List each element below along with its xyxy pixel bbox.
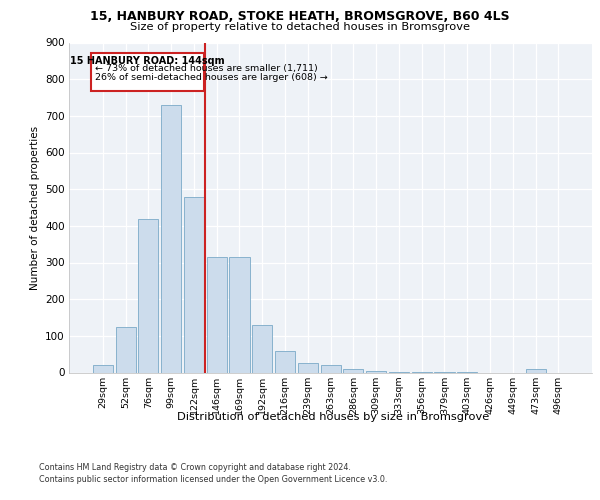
Bar xyxy=(206,257,227,372)
Text: 15, HANBURY ROAD, STOKE HEATH, BROMSGROVE, B60 4LS: 15, HANBURY ROAD, STOKE HEATH, BROMSGROV… xyxy=(90,10,510,23)
Bar xyxy=(275,350,295,372)
Text: Distribution of detached houses by size in Bromsgrove: Distribution of detached houses by size … xyxy=(177,412,489,422)
Text: Contains HM Land Registry data © Crown copyright and database right 2024.: Contains HM Land Registry data © Crown c… xyxy=(39,462,351,471)
Bar xyxy=(184,196,204,372)
Text: 15 HANBURY ROAD: 144sqm: 15 HANBURY ROAD: 144sqm xyxy=(70,56,225,66)
Bar xyxy=(139,218,158,372)
Bar xyxy=(252,325,272,372)
Bar xyxy=(93,365,113,372)
Y-axis label: Number of detached properties: Number of detached properties xyxy=(29,126,40,290)
Bar xyxy=(161,105,181,372)
Text: Size of property relative to detached houses in Bromsgrove: Size of property relative to detached ho… xyxy=(130,22,470,32)
Bar xyxy=(229,257,250,372)
FancyBboxPatch shape xyxy=(91,53,204,91)
Text: ← 73% of detached houses are smaller (1,711): ← 73% of detached houses are smaller (1,… xyxy=(95,64,317,74)
Bar xyxy=(116,326,136,372)
Bar xyxy=(526,369,545,372)
Bar xyxy=(343,369,364,372)
Bar xyxy=(320,365,341,372)
Text: 26% of semi-detached houses are larger (608) →: 26% of semi-detached houses are larger (… xyxy=(95,74,328,82)
Bar xyxy=(298,362,318,372)
Text: Contains public sector information licensed under the Open Government Licence v3: Contains public sector information licen… xyxy=(39,475,388,484)
